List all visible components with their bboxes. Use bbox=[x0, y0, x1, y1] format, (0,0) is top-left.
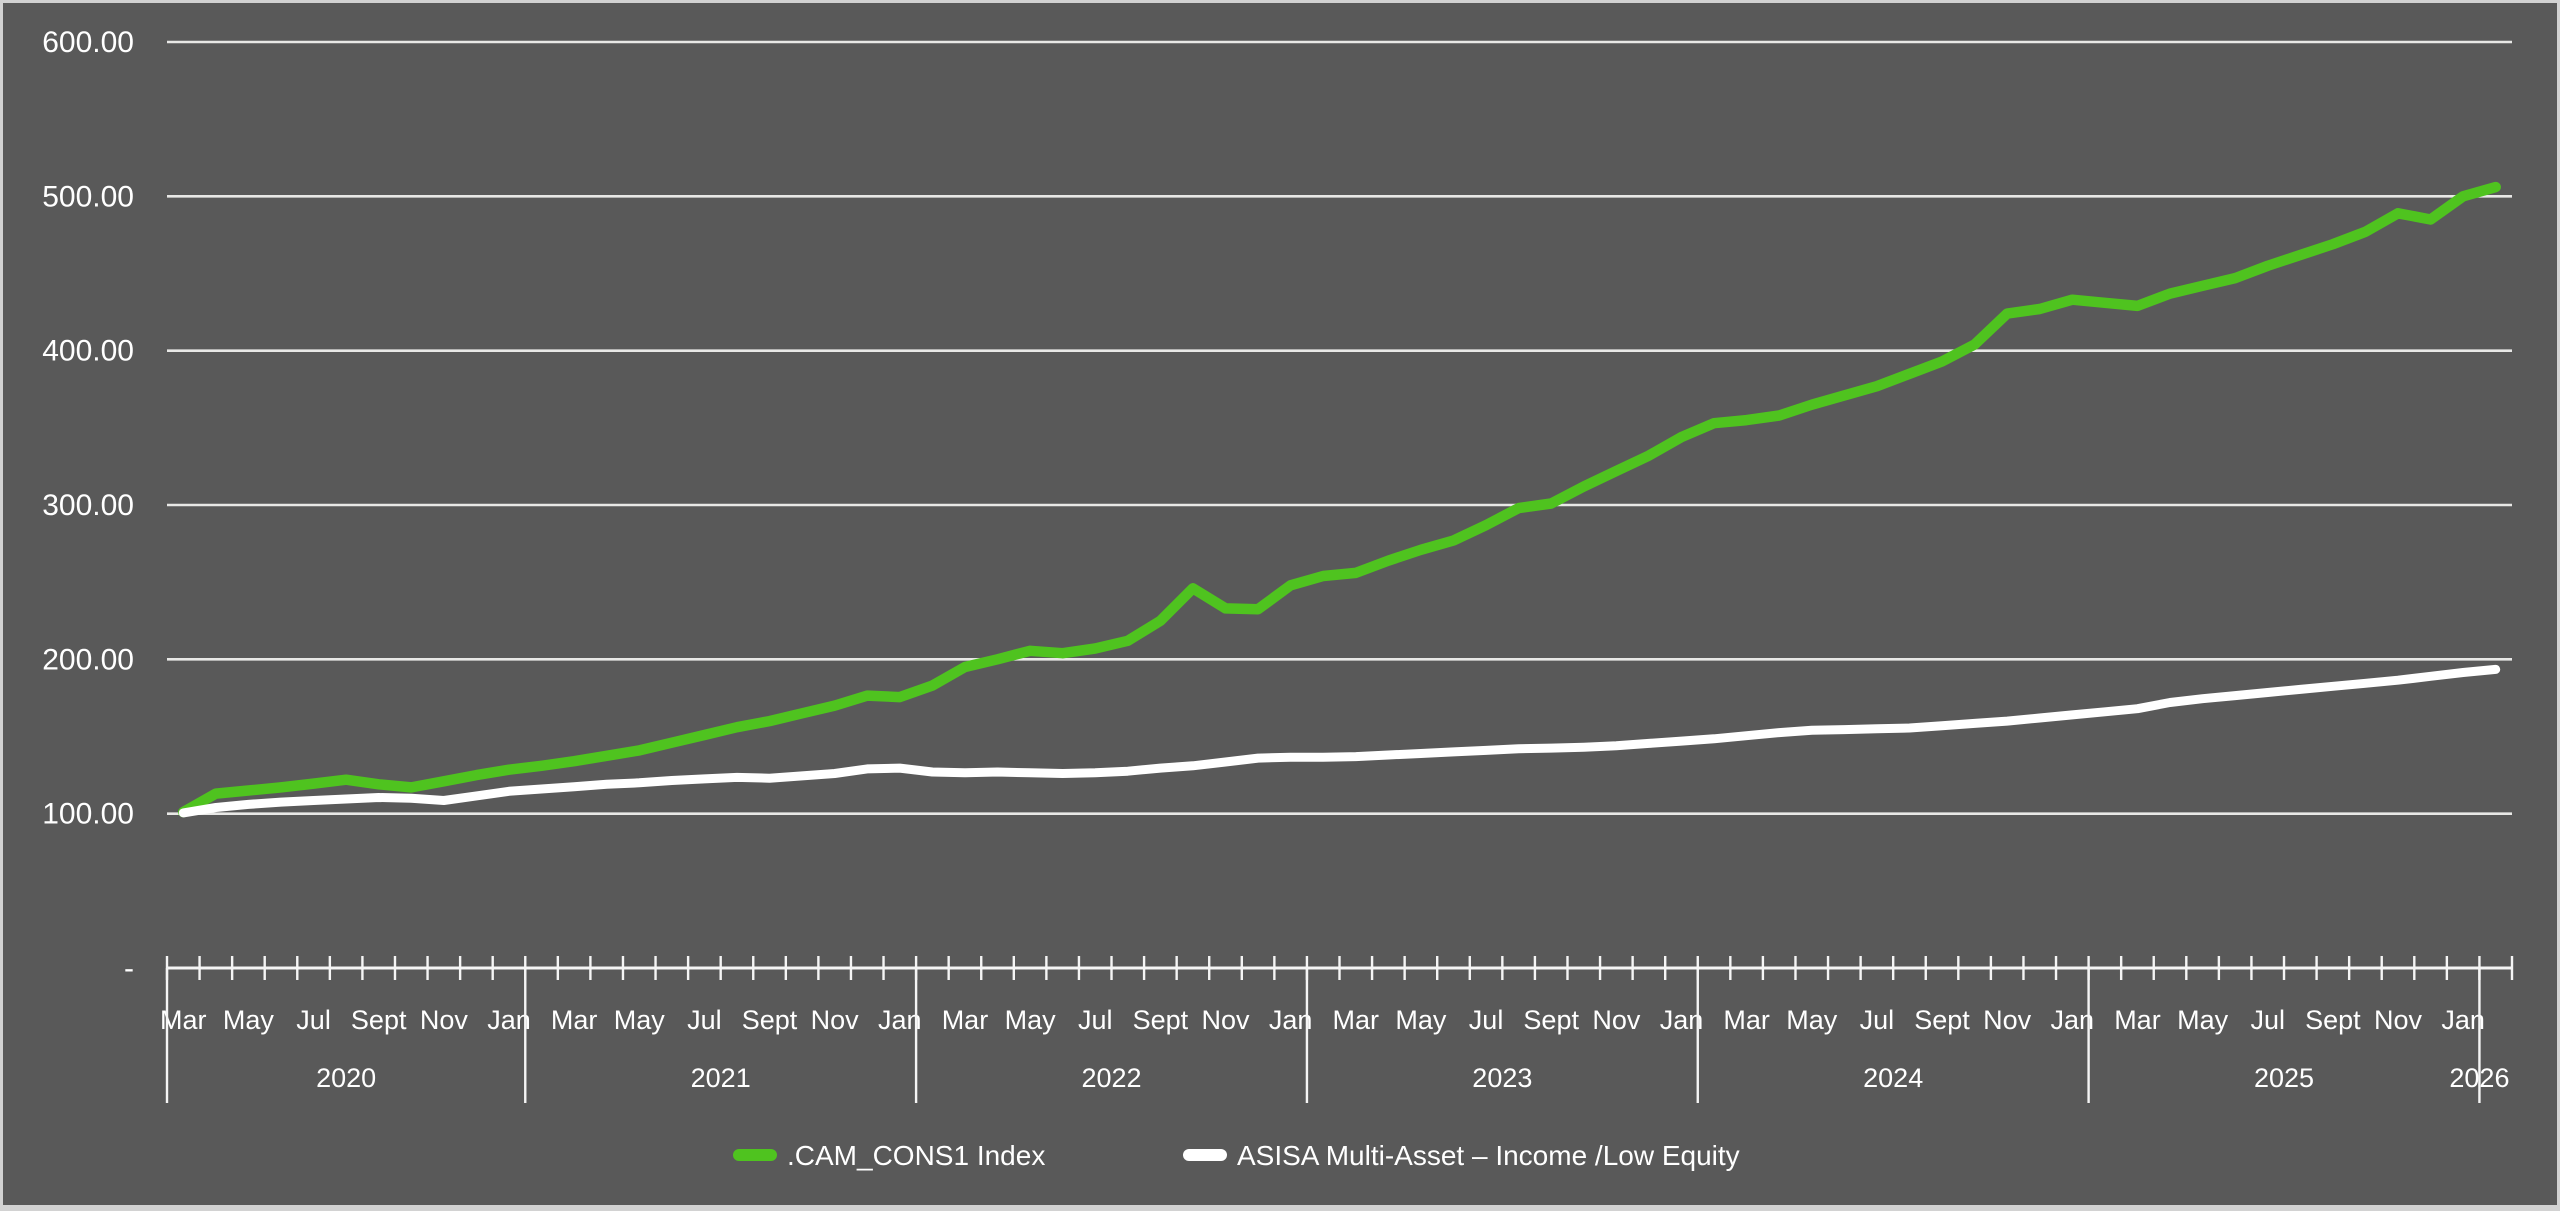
y-axis-label: 600.00 bbox=[42, 26, 134, 59]
month-label: Mar bbox=[942, 1005, 989, 1035]
month-label: Jul bbox=[296, 1005, 331, 1035]
month-label: May bbox=[614, 1005, 666, 1035]
month-label: Jan bbox=[1269, 1005, 1313, 1035]
month-label: Sept bbox=[351, 1005, 407, 1035]
month-label: Sept bbox=[1523, 1005, 1579, 1035]
month-label: Jul bbox=[687, 1005, 722, 1035]
legend-label-asisa: ASISA Multi-Asset – Income /Low Equity bbox=[1237, 1140, 1740, 1171]
month-label: Nov bbox=[811, 1005, 860, 1035]
month-label: Mar bbox=[2114, 1005, 2161, 1035]
month-label: Sept bbox=[1133, 1005, 1189, 1035]
month-label: May bbox=[223, 1005, 275, 1035]
month-label: Mar bbox=[1333, 1005, 1380, 1035]
y-axis-label: 300.00 bbox=[42, 489, 134, 522]
month-label: Jan bbox=[2441, 1005, 2485, 1035]
legend-swatch-asisa bbox=[1183, 1149, 1227, 1161]
x-axis: Mar May Jul Sept Nov Jan Mar May Jul Sept Nov Jan Ma… bbox=[160, 956, 2514, 1103]
y-axis-label: 400.00 bbox=[42, 335, 134, 368]
month-label: Nov bbox=[1983, 1005, 2032, 1035]
legend-swatch-cam-cons1 bbox=[733, 1149, 777, 1161]
legend-label-cam-cons1: .CAM_CONS1 Index bbox=[787, 1140, 1045, 1171]
y-axis-label: 500.00 bbox=[42, 180, 134, 213]
month-label: Jul bbox=[1860, 1005, 1895, 1035]
year-label: 2026 bbox=[2449, 1063, 2509, 1093]
month-label: Jul bbox=[2250, 1005, 2285, 1035]
month-label: Sept bbox=[1914, 1005, 1970, 1035]
series-lines bbox=[178, 181, 2501, 818]
y-axis-label: - bbox=[124, 952, 134, 985]
month-label: Mar bbox=[551, 1005, 598, 1035]
year-label: 2023 bbox=[1472, 1063, 1532, 1093]
month-label: Jan bbox=[487, 1005, 531, 1035]
month-label: May bbox=[1005, 1005, 1057, 1035]
month-label: Jan bbox=[1660, 1005, 1704, 1035]
month-label: Sept bbox=[2305, 1005, 2361, 1035]
year-label: 2020 bbox=[316, 1063, 376, 1093]
y-axis-label: 100.00 bbox=[42, 798, 134, 831]
month-label: Sept bbox=[742, 1005, 798, 1035]
month-label: Nov bbox=[420, 1005, 469, 1035]
month-label: Nov bbox=[1201, 1005, 1250, 1035]
series-line-cam-cons1 bbox=[178, 181, 2501, 818]
month-label: May bbox=[2177, 1005, 2229, 1035]
y-axis-labels: 600.00 500.00 400.00 300.00 200.00 100.00 - bbox=[42, 26, 134, 985]
month-label: May bbox=[1786, 1005, 1838, 1035]
year-label: 2022 bbox=[1081, 1063, 1141, 1093]
month-label: Jul bbox=[1469, 1005, 1504, 1035]
line-chart: 600.00 500.00 400.00 300.00 200.00 100.00 - Ma… bbox=[42, 26, 2514, 1171]
month-label: Nov bbox=[1592, 1005, 1641, 1035]
month-label: Jul bbox=[1078, 1005, 1113, 1035]
year-label: 2021 bbox=[691, 1063, 751, 1093]
legend: .CAM_CONS1 Index ASISA Multi-Asset – Inco… bbox=[733, 1140, 1740, 1171]
month-label: Jan bbox=[2051, 1005, 2095, 1035]
month-label: May bbox=[1395, 1005, 1447, 1035]
month-label: Jan bbox=[878, 1005, 922, 1035]
year-label: 2025 bbox=[2254, 1063, 2314, 1093]
year-label: 2024 bbox=[1863, 1063, 1923, 1093]
series-line-asisa bbox=[178, 664, 2501, 818]
month-label: Mar bbox=[1723, 1005, 1770, 1035]
gridlines bbox=[167, 40, 2512, 815]
month-label: Nov bbox=[2374, 1005, 2423, 1035]
y-axis-label: 200.00 bbox=[42, 643, 134, 676]
